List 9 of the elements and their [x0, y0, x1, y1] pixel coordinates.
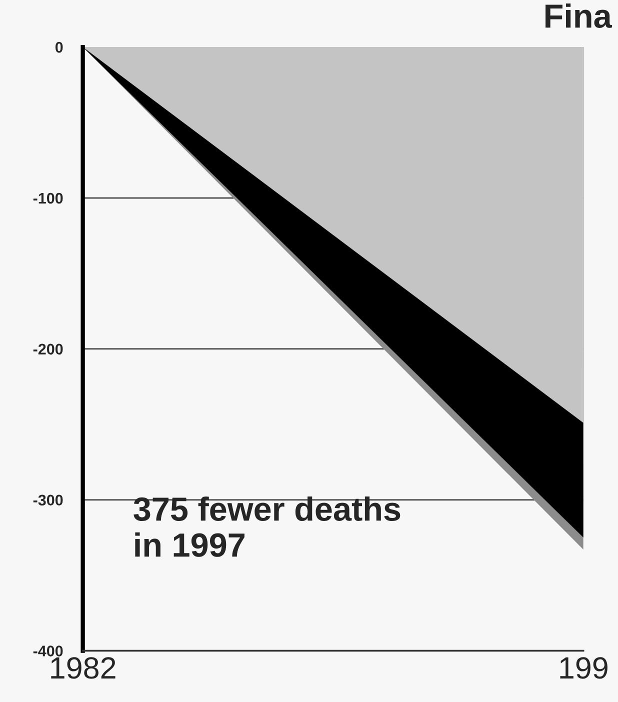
- y-tick-label: -100: [33, 192, 63, 204]
- chart-title: Fina: [546, 4, 612, 28]
- x-tick-label: 199: [560, 657, 608, 679]
- y-tick-label: 0: [55, 42, 63, 53]
- y-tick-label: -200: [33, 344, 63, 355]
- y-tick-label: -300: [33, 494, 63, 506]
- x-tick-label: 1982: [51, 657, 116, 679]
- annotation: 375 fewer deaths in 1997: [134, 496, 400, 557]
- y-tick-label: -400: [33, 646, 63, 656]
